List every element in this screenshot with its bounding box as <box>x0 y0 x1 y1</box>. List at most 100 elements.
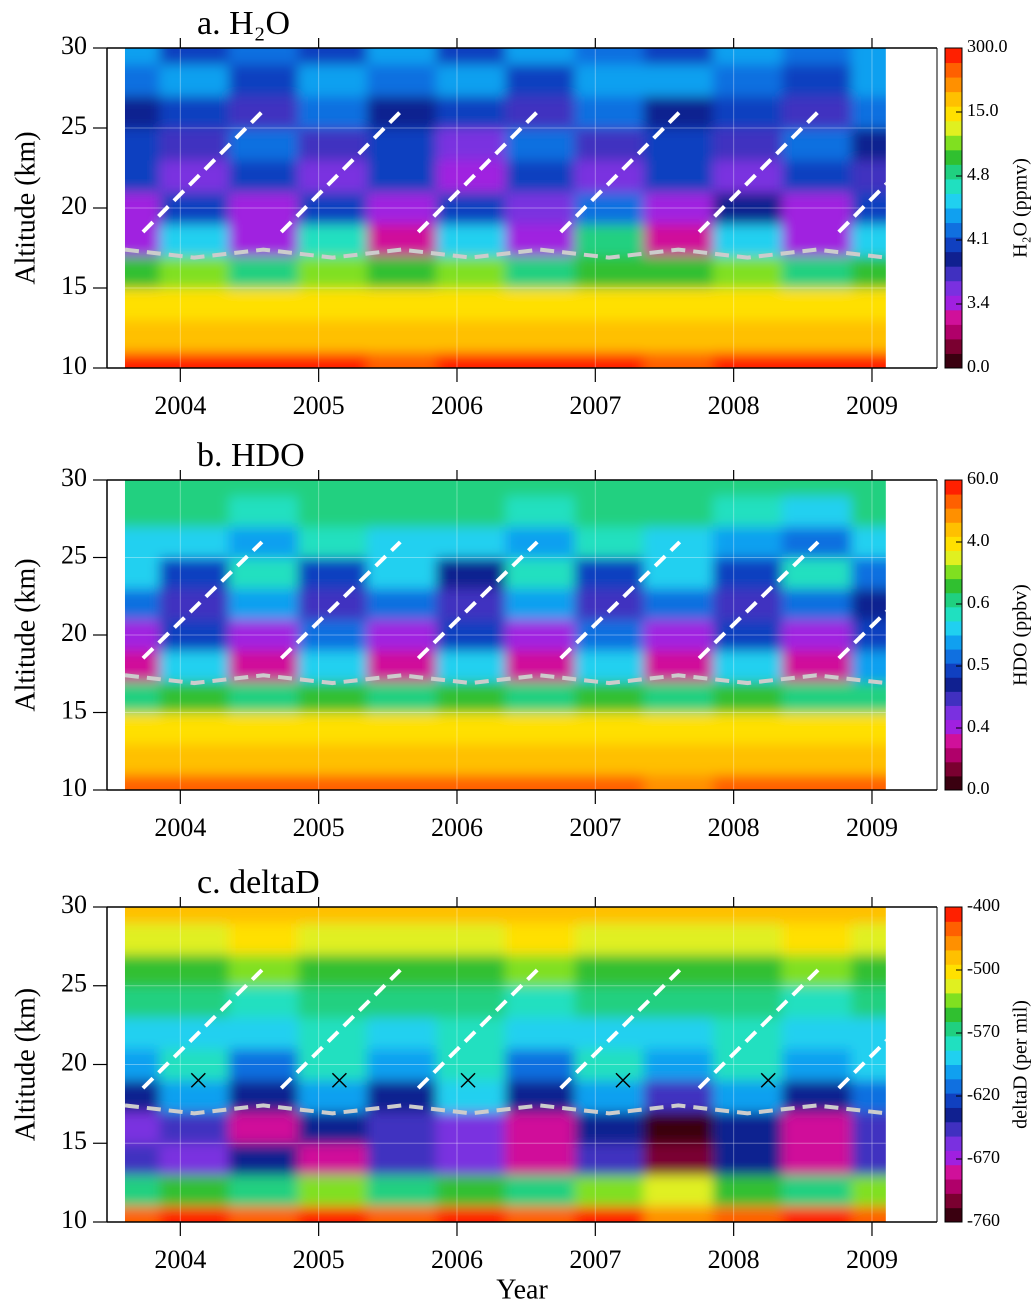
contour-cell <box>782 320 852 353</box>
contour-cell <box>159 96 230 129</box>
contour-cell <box>436 288 506 321</box>
contour-cell <box>712 48 783 65</box>
contour-cell <box>159 1174 230 1207</box>
dashed-line <box>416 540 539 660</box>
colorbar-label: HDO (ppbv) <box>1010 584 1032 686</box>
contour-cell <box>297 922 368 955</box>
contour-cell <box>436 320 506 353</box>
contour-cell <box>712 1206 783 1222</box>
contour-cell <box>851 495 886 527</box>
contour-cell <box>851 954 886 987</box>
panel-title: b. HDO <box>197 437 305 474</box>
contour-cell <box>159 1143 230 1176</box>
colorbar-swatch <box>945 1121 962 1137</box>
y-axis-label: Altitude (km) <box>10 558 41 711</box>
contour-cell <box>574 256 645 289</box>
contour-cell <box>159 1206 230 1222</box>
contour-cell <box>124 1048 161 1081</box>
contour-cell <box>297 495 368 527</box>
contour-cell <box>159 288 230 321</box>
colorbar-tick-label: -760 <box>967 1210 1000 1230</box>
contour-cell <box>505 160 576 193</box>
contour-cell <box>159 650 230 682</box>
colorbar-swatch <box>945 266 962 282</box>
dashed-line <box>279 540 402 660</box>
contour-cell <box>574 985 645 1018</box>
x-tick-label: 2005 <box>293 391 345 420</box>
dashed-line <box>141 110 264 234</box>
contour-cell <box>712 526 783 558</box>
contour-cell <box>367 288 437 321</box>
colorbar-swatch <box>945 62 962 78</box>
contour-cell <box>367 681 437 713</box>
contour-cell <box>712 128 783 161</box>
colorbar-swatch <box>945 1093 962 1108</box>
contour-cell <box>159 495 230 527</box>
contour-cell <box>505 712 576 744</box>
contour-cell <box>782 192 852 225</box>
contour-cell <box>574 495 645 527</box>
contour-cell <box>505 954 576 987</box>
x-tick-label: 2007 <box>569 391 621 420</box>
colorbar-swatch <box>945 921 962 937</box>
contour-cell <box>574 557 645 589</box>
contour-cell <box>367 1048 437 1081</box>
contour-cell <box>574 352 645 368</box>
contour-cell <box>228 320 299 353</box>
x-tick-label: 2008 <box>708 1245 760 1274</box>
contour-cell <box>851 192 886 225</box>
contour-cell <box>124 774 161 790</box>
contour-cell <box>782 1143 852 1176</box>
colorbar-swatch <box>945 1064 962 1080</box>
colorbar-swatch <box>945 508 962 523</box>
dashed-line <box>559 110 682 234</box>
contour-cell <box>782 1017 852 1050</box>
contour-cell <box>505 743 576 775</box>
contour-cell <box>124 557 161 589</box>
colorbar-swatch <box>945 677 962 692</box>
dashed-line <box>559 968 682 1090</box>
colorbar-swatch <box>945 522 962 537</box>
contour-cell <box>505 288 576 321</box>
y-tick-label: 15 <box>61 695 87 724</box>
contour-cell <box>712 1080 783 1113</box>
field-clip <box>124 907 886 1222</box>
contour-cell <box>297 1017 368 1050</box>
colorbar-swatch <box>945 719 962 735</box>
colorbar-swatch <box>945 149 962 165</box>
colorbar-tick-label: -500 <box>967 958 1000 978</box>
contour-cell <box>297 320 368 353</box>
contour-cell <box>505 1017 576 1050</box>
colorbar-swatch <box>945 578 962 594</box>
dashed-line <box>837 609 886 660</box>
contour-cell <box>643 985 714 1018</box>
colorbar-swatch <box>945 705 962 721</box>
contour-cell <box>505 1048 576 1081</box>
contour-cell <box>297 480 368 496</box>
contour-cell <box>851 160 886 193</box>
contour-cell <box>851 1206 886 1222</box>
contour-cell <box>297 650 368 682</box>
colorbar-tick-label: -570 <box>967 1021 1000 1041</box>
contour-cell <box>851 557 886 589</box>
colorbar-swatch <box>945 536 962 551</box>
x-marker <box>615 1072 631 1088</box>
contour-cell <box>124 1206 161 1222</box>
contour-cell <box>574 954 645 987</box>
contour-cell <box>712 288 783 321</box>
contour-cell <box>367 160 437 193</box>
colorbar-tick-label: 4.0 <box>967 530 990 550</box>
contour-cell <box>297 128 368 161</box>
contour-cell <box>643 743 714 775</box>
contour-cell <box>297 954 368 987</box>
contour-cell <box>712 320 783 353</box>
y-tick-label: 25 <box>61 111 87 140</box>
colorbar-swatch <box>945 77 962 93</box>
dashed-line <box>124 247 886 260</box>
contour-cell <box>574 774 645 790</box>
contour-cell <box>712 1174 783 1207</box>
contour-cell <box>851 619 886 651</box>
contour-cell <box>159 619 230 651</box>
y-tick-label: 10 <box>61 351 87 380</box>
dashed-line <box>416 110 539 234</box>
